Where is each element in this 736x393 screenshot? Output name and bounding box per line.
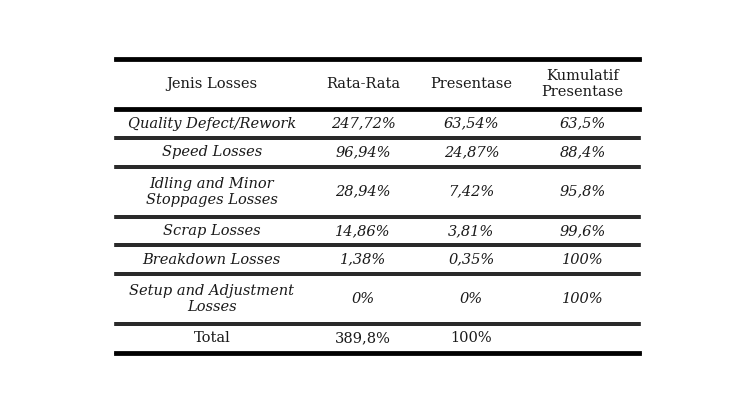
Text: 95,8%: 95,8%: [559, 185, 606, 198]
Text: 0%: 0%: [460, 292, 483, 306]
Text: 28,94%: 28,94%: [335, 185, 391, 198]
Text: Speed Losses: Speed Losses: [162, 145, 262, 159]
Text: Rata-Rata: Rata-Rata: [326, 77, 400, 91]
Text: Setup and Adjustment
Losses: Setup and Adjustment Losses: [130, 284, 294, 314]
Text: 0,35%: 0,35%: [448, 253, 495, 267]
Text: Kumulatif
Presentase: Kumulatif Presentase: [542, 69, 623, 99]
Text: 88,4%: 88,4%: [559, 145, 606, 159]
Text: Jenis Losses: Jenis Losses: [166, 77, 258, 91]
Text: 7,42%: 7,42%: [448, 185, 495, 198]
Text: 63,5%: 63,5%: [559, 117, 606, 130]
Text: Idling and Minor
Stoppages Losses: Idling and Minor Stoppages Losses: [146, 176, 277, 207]
Text: 24,87%: 24,87%: [444, 145, 499, 159]
Text: 1,38%: 1,38%: [340, 253, 386, 267]
Text: Scrap Losses: Scrap Losses: [163, 224, 261, 238]
Text: Presentase: Presentase: [431, 77, 512, 91]
Text: Total: Total: [194, 331, 230, 345]
Text: 100%: 100%: [450, 331, 492, 345]
Text: 389,8%: 389,8%: [335, 331, 391, 345]
Text: 3,81%: 3,81%: [448, 224, 495, 238]
Text: 99,6%: 99,6%: [559, 224, 606, 238]
Text: 100%: 100%: [562, 253, 604, 267]
Text: Breakdown Losses: Breakdown Losses: [143, 253, 281, 267]
Text: 96,94%: 96,94%: [335, 145, 391, 159]
Text: 63,54%: 63,54%: [444, 117, 499, 130]
Text: 247,72%: 247,72%: [330, 117, 395, 130]
Text: 100%: 100%: [562, 292, 604, 306]
Text: Quality Defect/Rework: Quality Defect/Rework: [127, 117, 296, 130]
Text: 14,86%: 14,86%: [335, 224, 391, 238]
Text: 0%: 0%: [351, 292, 375, 306]
